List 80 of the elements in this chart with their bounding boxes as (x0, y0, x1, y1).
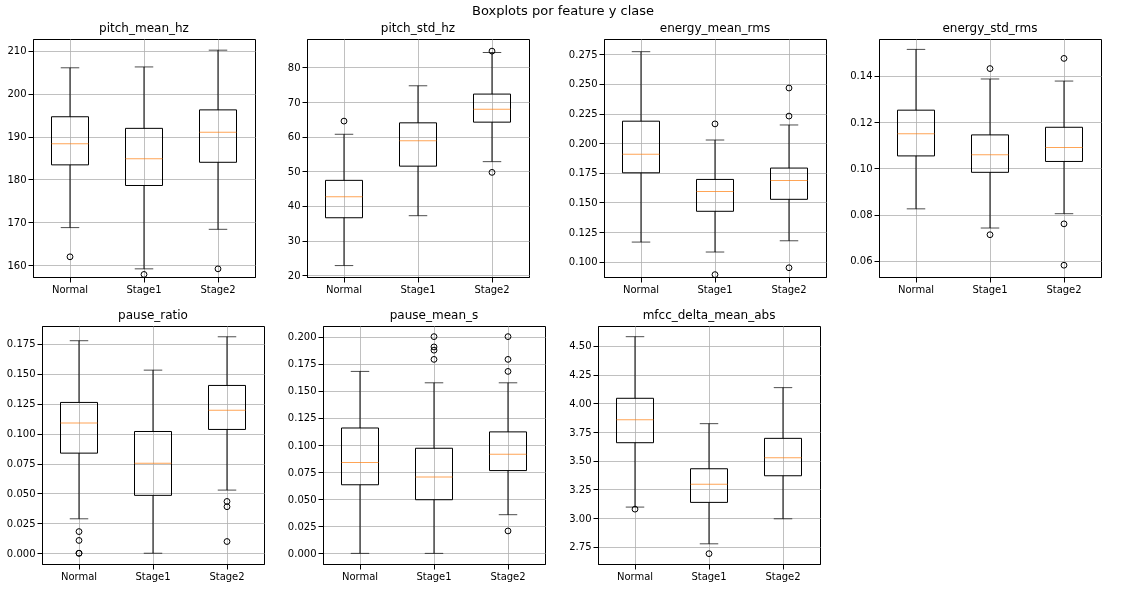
y-tick-label: 50 (287, 165, 301, 177)
y-tick-label: 4.50 (569, 340, 592, 352)
x-tick-label: Stage1 (972, 283, 1008, 295)
y-tick-label: 40 (287, 200, 301, 212)
text: Boxplots por feature y clase (470, 2, 656, 20)
chart-title: energy_std_rms (942, 21, 1038, 35)
y-tick-label: 0.100 (568, 256, 598, 268)
x-tick-label: Normal (341, 570, 379, 582)
chart-title: pitch_std_hz (380, 21, 456, 35)
x-tick-label: Stage2 (474, 283, 510, 295)
x-tick-label: Normal (622, 283, 660, 295)
y-tick-label: 170 (7, 216, 27, 228)
y-tick-label: 0.150 (568, 196, 598, 208)
y-tick-label: 0.175 (568, 167, 598, 179)
y-tick-label: 190 (7, 131, 27, 143)
y-tick-label: 0.125 (287, 412, 317, 424)
y-tick-label: 4.25 (569, 369, 592, 381)
chart-title: pause_mean_s (389, 308, 479, 322)
y-tick-label: 0.275 (568, 48, 598, 60)
y-tick-label: 0.075 (287, 466, 317, 478)
x-tick-label: Stage1 (416, 570, 452, 582)
chart-title: pause_ratio (118, 308, 188, 322)
y-tick-label: 0.100 (6, 428, 36, 440)
x-tick-label: Stage2 (200, 283, 236, 295)
x-tick-label: Stage1 (126, 283, 162, 295)
x-tick-label: Stage2 (765, 570, 801, 582)
y-tick-label: 180 (7, 173, 27, 185)
y-tick-label: 0.250 (568, 78, 598, 90)
y-tick-label: 200 (7, 88, 27, 100)
chart-title: energy_mean_rms (659, 21, 771, 35)
x-tick-label: Stage2 (209, 570, 245, 582)
x-tick-label: Stage1 (697, 283, 733, 295)
y-tick-label: 0.175 (6, 338, 36, 350)
y-tick-label: 210 (7, 45, 27, 57)
y-tick-label: 0.125 (6, 398, 36, 410)
x-tick-label: Stage1 (135, 570, 171, 582)
x-tick-label: Normal (60, 570, 98, 582)
y-tick-label: 0.225 (568, 108, 598, 120)
y-tick-label: 20 (287, 269, 301, 281)
y-tick-label: 30 (287, 235, 301, 247)
y-tick-label: 3.50 (569, 455, 592, 467)
y-tick-label: 0.150 (287, 385, 317, 397)
y-tick-label: 3.25 (569, 483, 592, 495)
y-tick-label: 0.175 (287, 358, 317, 370)
x-tick-label: Stage1 (691, 570, 727, 582)
y-tick-label: 70 (287, 96, 301, 108)
y-tick-label: 0.025 (287, 520, 317, 532)
x-tick-label: Stage2 (1046, 283, 1082, 295)
y-tick-label: 0.14 (850, 70, 873, 82)
x-tick-label: Normal (897, 283, 935, 295)
y-tick-label: 0.10 (850, 162, 873, 174)
y-tick-label: 0.200 (287, 331, 317, 343)
chart-title: mfcc_delta_mean_abs (642, 308, 776, 322)
chart-title: pitch_mean_hz (99, 21, 189, 35)
y-tick-label: 0.200 (568, 137, 598, 149)
y-tick-label: 0.050 (6, 487, 36, 499)
y-tick-label: 0.025 (6, 517, 36, 529)
y-tick-label: 0.100 (287, 439, 317, 451)
y-tick-label: 80 (287, 61, 301, 73)
y-tick-label: 0.150 (6, 368, 36, 380)
y-tick-label: 3.00 (569, 512, 592, 524)
y-tick-label: 0.125 (568, 226, 598, 238)
x-tick-label: Normal (51, 283, 89, 295)
y-tick-label: 0.12 (850, 116, 873, 128)
y-tick-label: 4.00 (569, 397, 592, 409)
y-tick-label: 0.050 (287, 493, 317, 505)
x-tick-label: Normal (616, 570, 654, 582)
x-tick-label: Stage2 (771, 283, 807, 295)
y-tick-label: 0.000 (6, 547, 36, 559)
x-tick-label: Normal (325, 283, 363, 295)
y-tick-label: 0.000 (287, 547, 317, 559)
y-tick-label: 60 (287, 131, 301, 143)
y-tick-label: 0.08 (850, 209, 873, 221)
y-tick-label: 0.075 (6, 458, 36, 470)
y-tick-label: 2.75 (569, 541, 592, 553)
y-tick-label: 160 (7, 259, 27, 271)
y-tick-label: 3.75 (569, 426, 592, 438)
x-tick-label: Stage2 (490, 570, 526, 582)
y-tick-label: 0.06 (850, 255, 873, 267)
x-tick-label: Stage1 (400, 283, 436, 295)
